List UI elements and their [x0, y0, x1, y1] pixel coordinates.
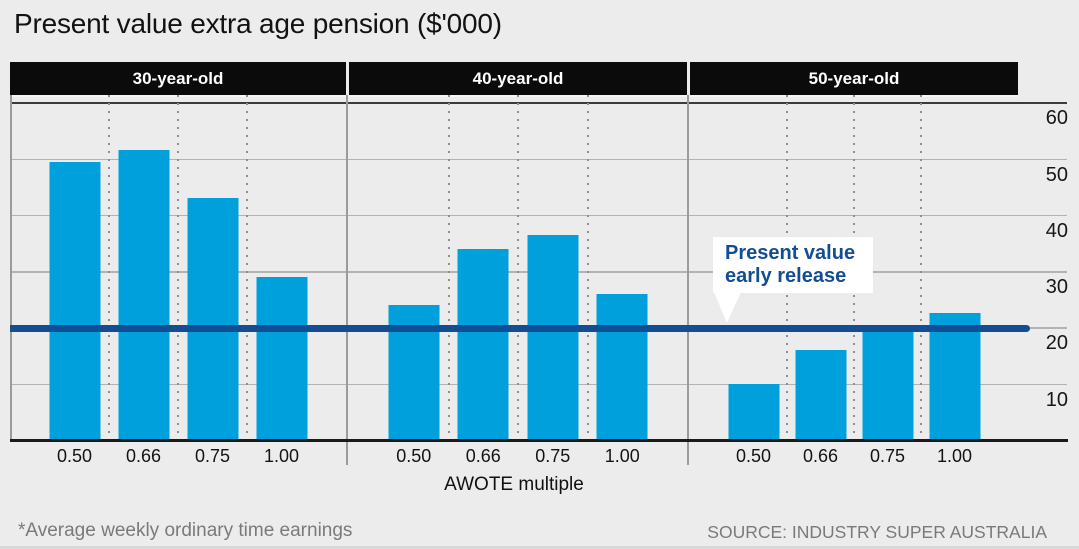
bar-group-cell: 0.75	[518, 95, 589, 466]
bar-group-cell: 1.00	[247, 95, 316, 466]
bar-30-year-old-awote-0.50	[49, 162, 100, 440]
x-tick-label: 0.66	[465, 446, 501, 466]
callout-line2: early release	[725, 265, 847, 287]
gridline-50	[10, 158, 1067, 161]
x-tick-label: 0.50	[56, 446, 93, 466]
y-tick-label-60: 60	[1045, 107, 1068, 130]
bottom-rule	[0, 546, 1079, 549]
chart-title: Present value extra age pension ($'000)	[14, 8, 502, 39]
x-axis-title: AWOTE multiple	[444, 474, 584, 495]
bar-group-cell: 0.66	[787, 95, 855, 466]
dotted-separator	[108, 95, 110, 440]
bar-40-year-old-awote-0.66	[457, 249, 509, 440]
reference-line-early-release	[10, 325, 1030, 332]
bar-group-cell: 0.66	[109, 95, 179, 466]
x-tick-label: 0.50	[735, 446, 772, 466]
dotted-separator	[586, 95, 589, 440]
x-axis-line	[10, 439, 1068, 442]
plot-left-border	[10, 95, 12, 441]
dotted-separator	[246, 95, 248, 440]
footnote: *Average weekly ordinary time earnings	[18, 520, 353, 541]
dotted-separator	[920, 95, 922, 440]
bar-group-cell: 1.00	[588, 95, 658, 466]
bar-group-cell: 0.66	[449, 95, 519, 466]
x-tick-label: 1.00	[604, 446, 640, 466]
x-tick-label: 0.66	[125, 446, 162, 466]
dotted-separator	[447, 95, 450, 440]
gridline-60	[10, 102, 1067, 105]
panel-divider-2	[687, 95, 689, 465]
x-tick-label: 0.75	[869, 446, 906, 466]
y-tick-label-40: 40	[1045, 219, 1068, 242]
bar-40-year-old-awote-1.00	[596, 294, 648, 440]
y-tick-label-50: 50	[1045, 163, 1068, 186]
bar-30-year-old-awote-1.00	[256, 277, 307, 440]
bar-50-year-old-awote-0.66	[795, 350, 846, 440]
x-tick-label: 0.75	[194, 446, 231, 466]
x-tick-label: 0.66	[802, 446, 839, 466]
bar-50-year-old-awote-1.00	[929, 313, 980, 440]
bar-group-cell: 0.50	[40, 95, 110, 466]
x-tick-label: 1.00	[263, 446, 300, 466]
y-tick-label-10: 10	[1045, 388, 1068, 411]
bar-30-year-old-awote-0.66	[118, 150, 169, 440]
panel-40-year-old: 0.50 0.66 0.75 1.00	[349, 95, 687, 466]
panel-header-30-year-old: 30-year-old	[10, 62, 346, 97]
bar-30-year-old-awote-0.75	[187, 198, 238, 440]
x-tick-label: 0.50	[396, 446, 432, 466]
panel-header-50-year-old: 50-year-old	[690, 62, 1018, 97]
bar-group-cell: 1.00	[921, 95, 988, 466]
panel-header-40-year-old: 40-year-old	[349, 62, 687, 97]
dotted-separator	[177, 95, 179, 440]
source-credit: SOURCE: INDUSTRY SUPER AUSTRALIA	[707, 522, 1047, 542]
gridline-40	[10, 214, 1067, 217]
panel-divider-1	[346, 95, 348, 465]
y-tick-label-20: 20	[1045, 332, 1068, 355]
x-tick-label: 1.00	[936, 446, 973, 466]
x-tick-label: 0.75	[535, 446, 571, 466]
bar-group-cell: 0.75	[854, 95, 922, 466]
bar-group-cell: 0.75	[178, 95, 248, 466]
bar-50-year-old-awote-0.75	[862, 327, 913, 440]
bar-50-year-old-awote-0.50	[728, 384, 779, 440]
callout-line1: Present value	[725, 242, 856, 264]
panel-50-year-old: 0.50 0.66 0.75 1.00	[690, 95, 1018, 466]
panel-30-year-old: 0.50 0.66 0.75 1.00	[10, 95, 346, 466]
y-tick-label-30: 30	[1045, 276, 1068, 299]
bar-group-cell: 0.50	[379, 95, 450, 466]
callout-label: Present value early release	[713, 237, 873, 293]
bar-40-year-old-awote-0.75	[527, 235, 579, 440]
dotted-separator	[517, 95, 519, 440]
